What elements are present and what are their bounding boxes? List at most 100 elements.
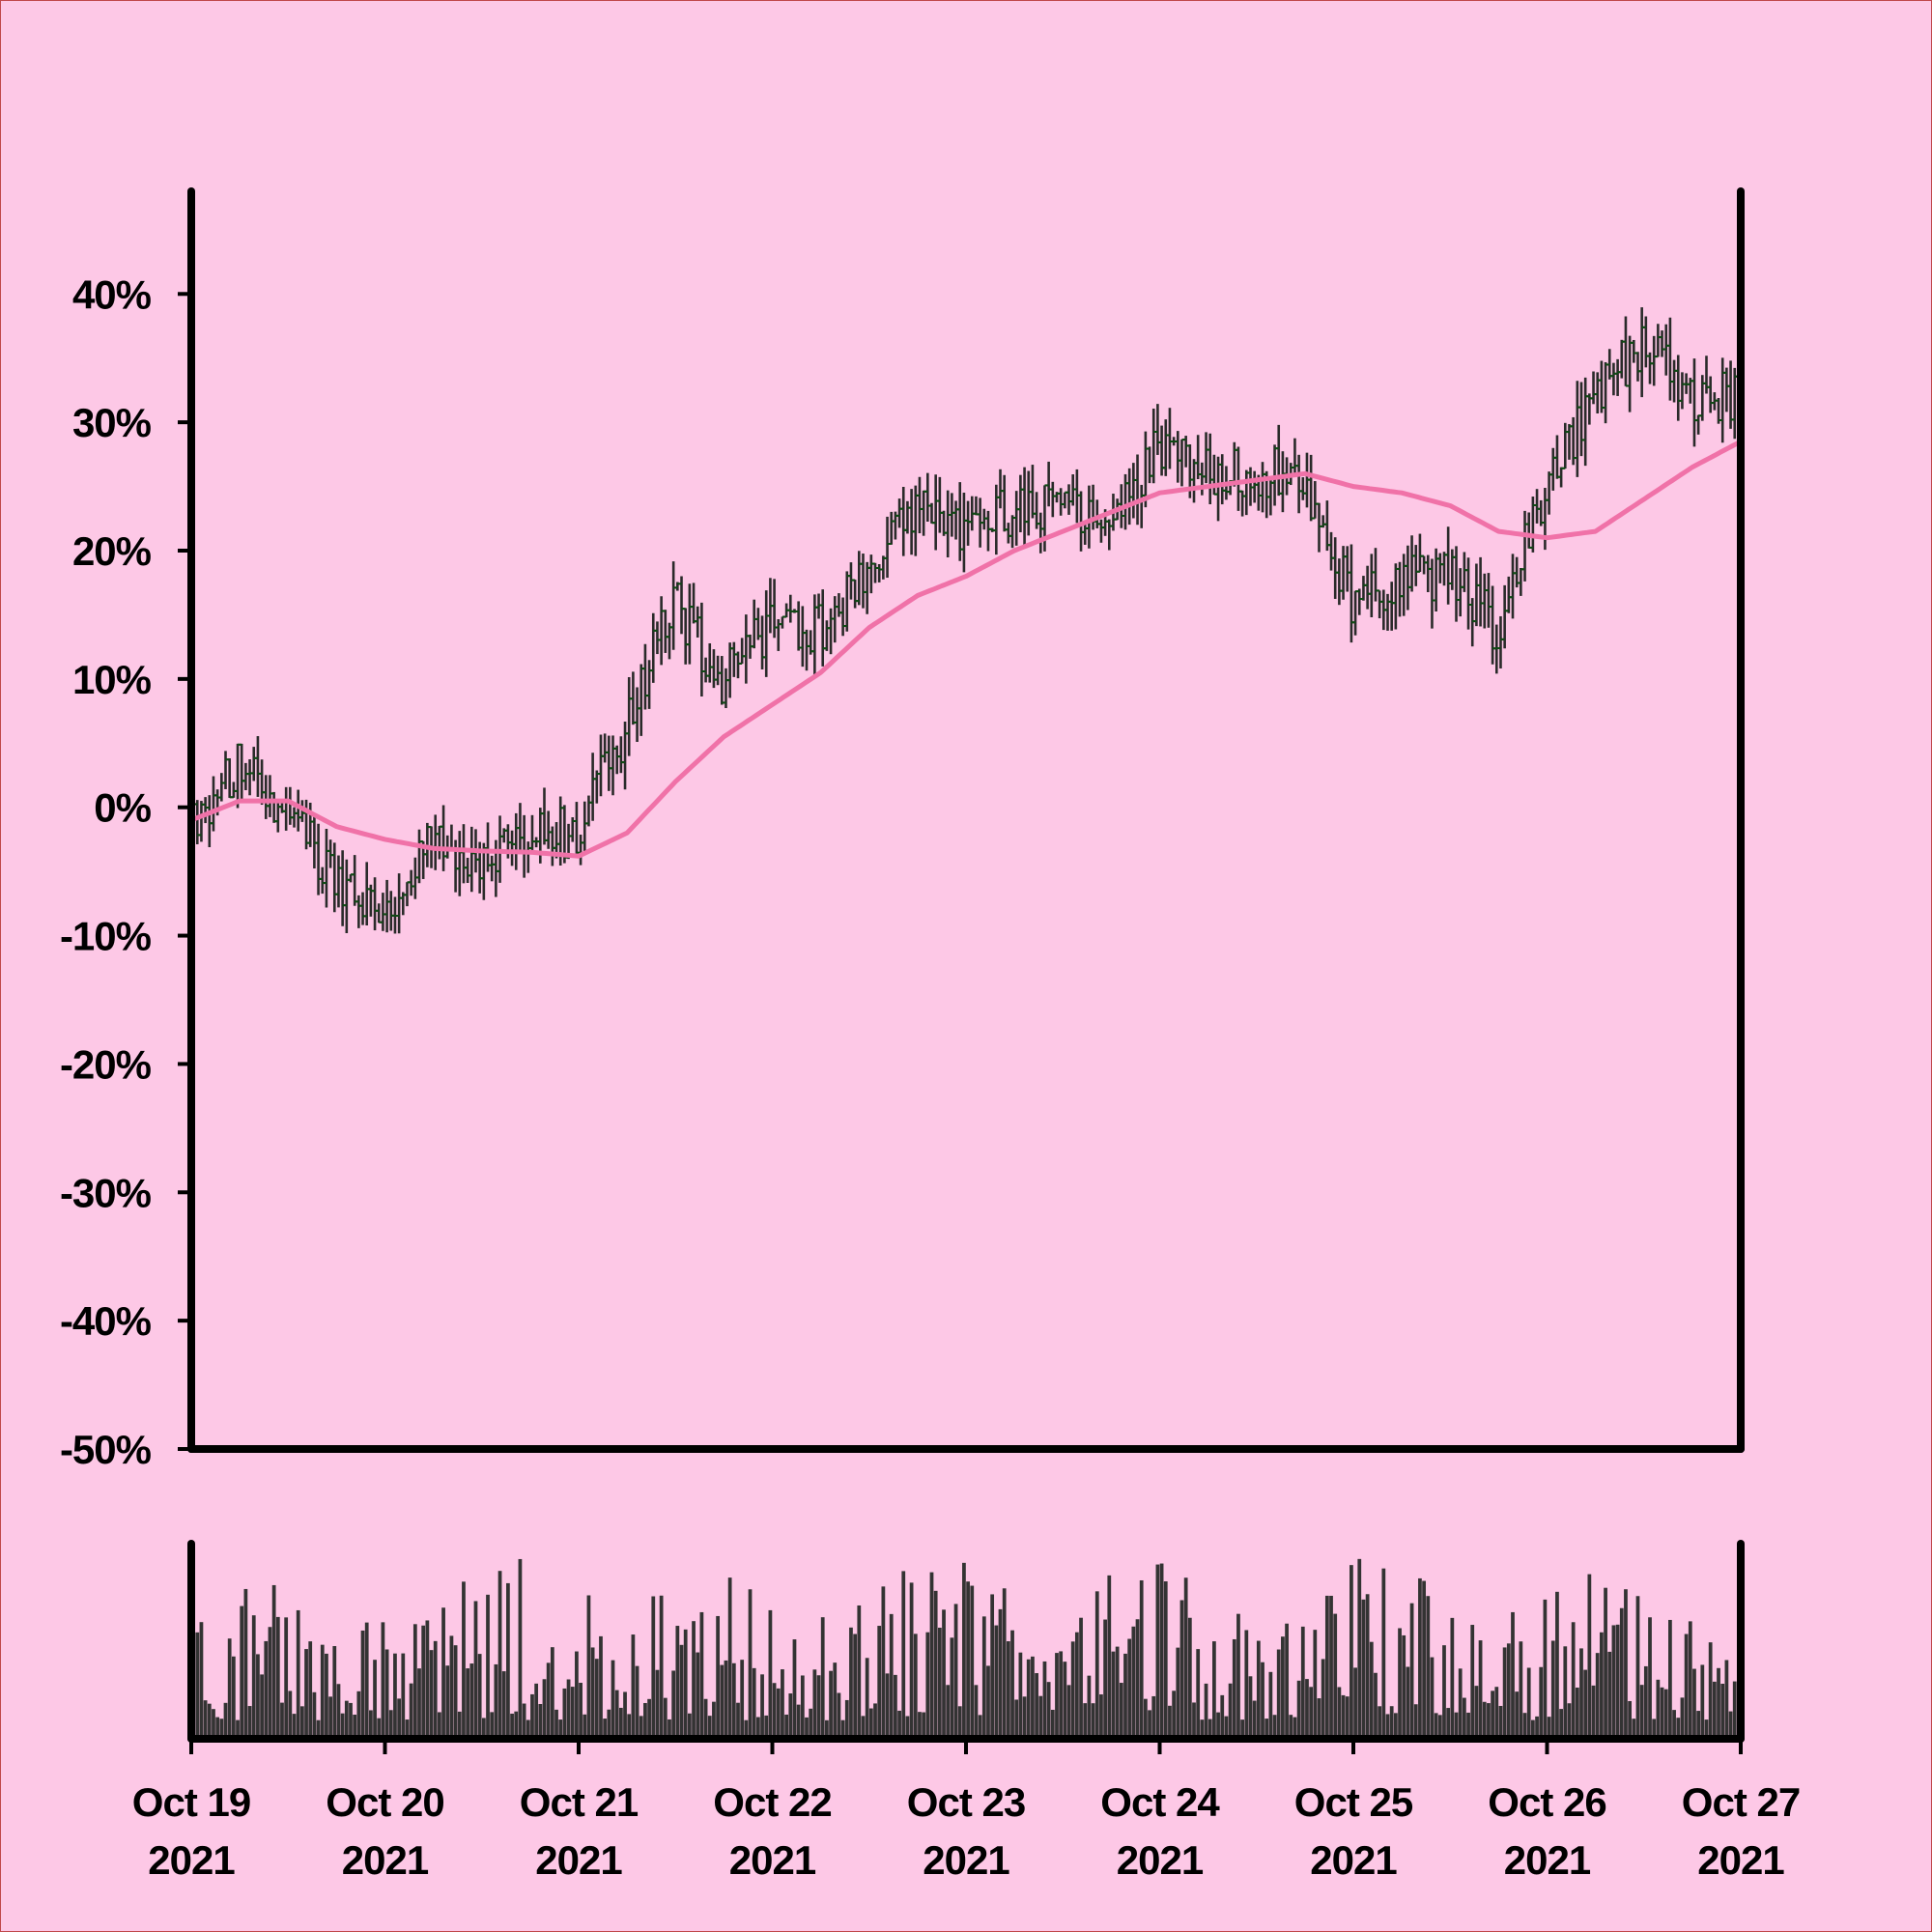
volume-bar: [1506, 1643, 1511, 1739]
volume-bar: [1176, 1647, 1180, 1739]
ohlc-bar: [612, 745, 621, 775]
ohlc-bar: [516, 803, 525, 850]
ohlc-bar: [1517, 567, 1525, 596]
volume-bar: [1696, 1711, 1701, 1739]
ohlc-bar: [386, 891, 395, 931]
ohlc-bar: [544, 810, 553, 849]
ohlc-bar: [920, 490, 928, 536]
ohlc-bar: [395, 873, 404, 934]
ohlc-bar: [899, 487, 908, 556]
volume-bar: [764, 1715, 769, 1739]
volume-bar: [1624, 1589, 1628, 1739]
volume-bar: [1345, 1696, 1350, 1739]
volume-bar: [1155, 1564, 1160, 1739]
ohlc-bar: [588, 753, 597, 821]
volume-bar: [1074, 1632, 1079, 1739]
volume-bar: [981, 1616, 986, 1739]
ohlc-bar: [1105, 519, 1114, 551]
ohlc-bar: [1577, 382, 1586, 457]
volume-bar: [937, 1627, 942, 1739]
volume-bar: [280, 1702, 284, 1739]
moving-average-line: [188, 439, 1744, 859]
axes-frame: [187, 187, 1745, 1743]
volume-bar: [526, 1719, 530, 1739]
volume-bar: [308, 1641, 313, 1739]
ohlc-bar: [338, 850, 347, 926]
ohlc-bar: [1363, 565, 1372, 610]
volume-bar: [477, 1654, 482, 1739]
ohlc-bar: [1048, 481, 1057, 518]
ohlc-bar: [1307, 454, 1316, 522]
ohlc-bar: [249, 747, 258, 781]
volume-bar: [1059, 1651, 1064, 1739]
volume-bar: [1680, 1697, 1685, 1739]
ohlc-bar: [1407, 535, 1416, 592]
ohlc-bar: [1000, 474, 1009, 532]
ohlc-bar: [270, 791, 278, 823]
volume-bar: [905, 1716, 910, 1739]
ohlc-bar: [1626, 335, 1634, 412]
volume-bar: [631, 1634, 636, 1739]
ohlc-bar: [1387, 582, 1396, 631]
ohlc-bar: [1726, 360, 1735, 429]
volume-bar: [1026, 1659, 1031, 1739]
volume-bar: [861, 1716, 866, 1739]
volume-bar: [1204, 1683, 1208, 1739]
volume-bar: [1700, 1664, 1705, 1739]
volume-bar: [522, 1703, 526, 1739]
ohlc-bar: [1665, 317, 1674, 401]
volume-bar: [1296, 1680, 1301, 1739]
ohlc-bar: [669, 561, 678, 650]
volume-bar: [796, 1704, 801, 1739]
ohlc-bar: [931, 474, 940, 551]
volume-bar: [671, 1670, 676, 1739]
ohlc-bar: [887, 511, 895, 546]
ohlc-bar: [415, 829, 424, 884]
ohlc-bar: [1439, 552, 1448, 586]
ohlc-bar: [1524, 512, 1533, 549]
ohlc-bar: [633, 687, 641, 742]
volume-bar: [1539, 1666, 1544, 1739]
volume-bar: [1430, 1657, 1435, 1739]
ohlc-bar: [1242, 469, 1251, 516]
ohlc-bar: [1654, 324, 1662, 358]
ohlc-bar: [584, 795, 593, 827]
volume-bar: [1607, 1651, 1612, 1739]
volume-bar: [353, 1715, 357, 1739]
volume-bar: [611, 1660, 615, 1739]
volume-bar: [784, 1714, 788, 1739]
ohlc-bar: [1278, 451, 1287, 513]
volume-bar: [199, 1622, 204, 1739]
volume-bar: [1196, 1649, 1201, 1739]
ohlc-bar: [527, 814, 536, 851]
volume-bar: [716, 1615, 720, 1739]
x-tick-label-year: 2021: [148, 1837, 235, 1883]
volume-bar: [1111, 1651, 1116, 1739]
ohlc-bar: [649, 612, 658, 683]
volume-bar: [1652, 1719, 1657, 1739]
volume-bar: [1567, 1703, 1572, 1739]
volume-bar: [296, 1609, 300, 1739]
y-tick-label: 20%: [72, 528, 152, 574]
volume-bar: [692, 1621, 696, 1739]
volume-bar: [299, 1706, 304, 1739]
volume-bar: [1450, 1617, 1455, 1739]
volume-bar: [1324, 1595, 1329, 1739]
x-tick-label-year: 2021: [535, 1837, 622, 1883]
ohlc-bar: [201, 797, 210, 824]
volume-bar: [623, 1691, 627, 1739]
volume-bar: [1732, 1681, 1737, 1739]
volume-bar: [683, 1629, 688, 1739]
volume-bar: [1228, 1683, 1233, 1739]
volume-bar: [325, 1653, 328, 1739]
volume-bar: [1660, 1687, 1664, 1739]
volume-bar: [703, 1698, 708, 1739]
ohlc-bar: [1404, 545, 1412, 611]
ohlc-bar: [362, 862, 371, 925]
volume-bar: [1547, 1717, 1551, 1739]
volume-bar: [268, 1627, 272, 1739]
volume-bar: [1454, 1712, 1459, 1739]
ohlc-bar: [548, 826, 556, 867]
ohlc-bar: [375, 903, 384, 923]
x-tick-label-date: Oct 26: [1488, 1779, 1605, 1825]
